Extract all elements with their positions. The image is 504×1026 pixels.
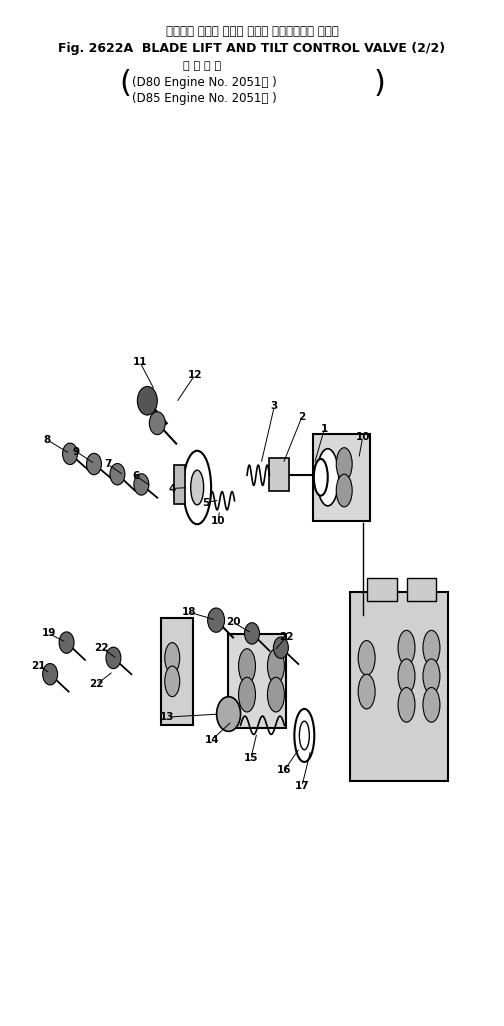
Ellipse shape [59, 632, 74, 654]
Ellipse shape [398, 687, 415, 722]
Text: 17: 17 [294, 782, 309, 791]
Ellipse shape [268, 648, 284, 683]
Text: 適 用 号 機: 適 用 号 機 [183, 61, 221, 71]
Ellipse shape [274, 637, 288, 659]
Text: 21: 21 [31, 661, 46, 671]
Ellipse shape [165, 666, 180, 697]
Text: 10: 10 [355, 433, 370, 442]
Bar [366, 579, 397, 601]
Text: 8: 8 [43, 435, 50, 444]
Text: ブレード リフト および チルト コントロール バルブ: ブレード リフト および チルト コントロール バルブ [166, 26, 338, 38]
Ellipse shape [138, 387, 157, 416]
Ellipse shape [268, 677, 284, 712]
Ellipse shape [165, 642, 180, 673]
Text: 18: 18 [181, 607, 196, 617]
Bar [407, 579, 436, 601]
Text: 20: 20 [226, 618, 240, 627]
Text: 15: 15 [244, 753, 258, 763]
Ellipse shape [398, 659, 415, 694]
Bar [270, 458, 289, 490]
Ellipse shape [87, 453, 101, 475]
Ellipse shape [217, 697, 240, 732]
Ellipse shape [398, 630, 415, 665]
Ellipse shape [62, 443, 78, 465]
Ellipse shape [244, 623, 260, 644]
Text: 9: 9 [73, 446, 80, 457]
Bar [174, 465, 185, 504]
Ellipse shape [183, 450, 211, 524]
Text: 4: 4 [168, 483, 176, 494]
Text: ): ) [373, 69, 385, 97]
Text: 22: 22 [94, 642, 109, 653]
Text: 1: 1 [321, 425, 328, 434]
Ellipse shape [238, 677, 256, 712]
Bar [161, 618, 194, 724]
Text: 6: 6 [133, 471, 140, 481]
Ellipse shape [191, 470, 204, 505]
Ellipse shape [134, 474, 149, 496]
Text: 3: 3 [271, 401, 278, 410]
Text: (D80 Engine No. 2051～ ): (D80 Engine No. 2051～ ) [133, 76, 277, 89]
Ellipse shape [358, 640, 375, 675]
Text: 22: 22 [279, 632, 293, 642]
Ellipse shape [336, 447, 352, 480]
Ellipse shape [299, 721, 309, 750]
Ellipse shape [317, 448, 339, 506]
Text: (: ( [119, 69, 131, 97]
Ellipse shape [358, 674, 375, 709]
Text: 7: 7 [104, 459, 111, 469]
Bar [228, 634, 286, 728]
Text: 2: 2 [298, 412, 305, 422]
Text: 22: 22 [89, 679, 104, 689]
Text: 12: 12 [187, 370, 202, 381]
Text: 16: 16 [277, 765, 292, 776]
Text: 10: 10 [211, 516, 225, 526]
Text: (D85 Engine No. 2051～ ): (D85 Engine No. 2051～ ) [133, 91, 277, 105]
Text: 14: 14 [205, 735, 219, 745]
Ellipse shape [314, 459, 328, 496]
Text: 11: 11 [133, 357, 147, 367]
Ellipse shape [423, 630, 440, 665]
Ellipse shape [336, 474, 352, 507]
Ellipse shape [110, 464, 125, 485]
Text: 13: 13 [160, 712, 174, 722]
Ellipse shape [149, 411, 165, 435]
Ellipse shape [423, 687, 440, 722]
Text: Fig. 2622A  BLADE LIFT AND TILT CONTROL VALVE (2/2): Fig. 2622A BLADE LIFT AND TILT CONTROL V… [58, 42, 446, 54]
Ellipse shape [43, 664, 57, 685]
Bar [350, 592, 448, 781]
Ellipse shape [208, 608, 225, 632]
Ellipse shape [238, 648, 256, 683]
Ellipse shape [106, 647, 121, 669]
Bar [313, 434, 370, 520]
Text: 5: 5 [203, 498, 210, 508]
Text: 19: 19 [41, 628, 56, 638]
Ellipse shape [423, 659, 440, 694]
Ellipse shape [294, 709, 314, 762]
